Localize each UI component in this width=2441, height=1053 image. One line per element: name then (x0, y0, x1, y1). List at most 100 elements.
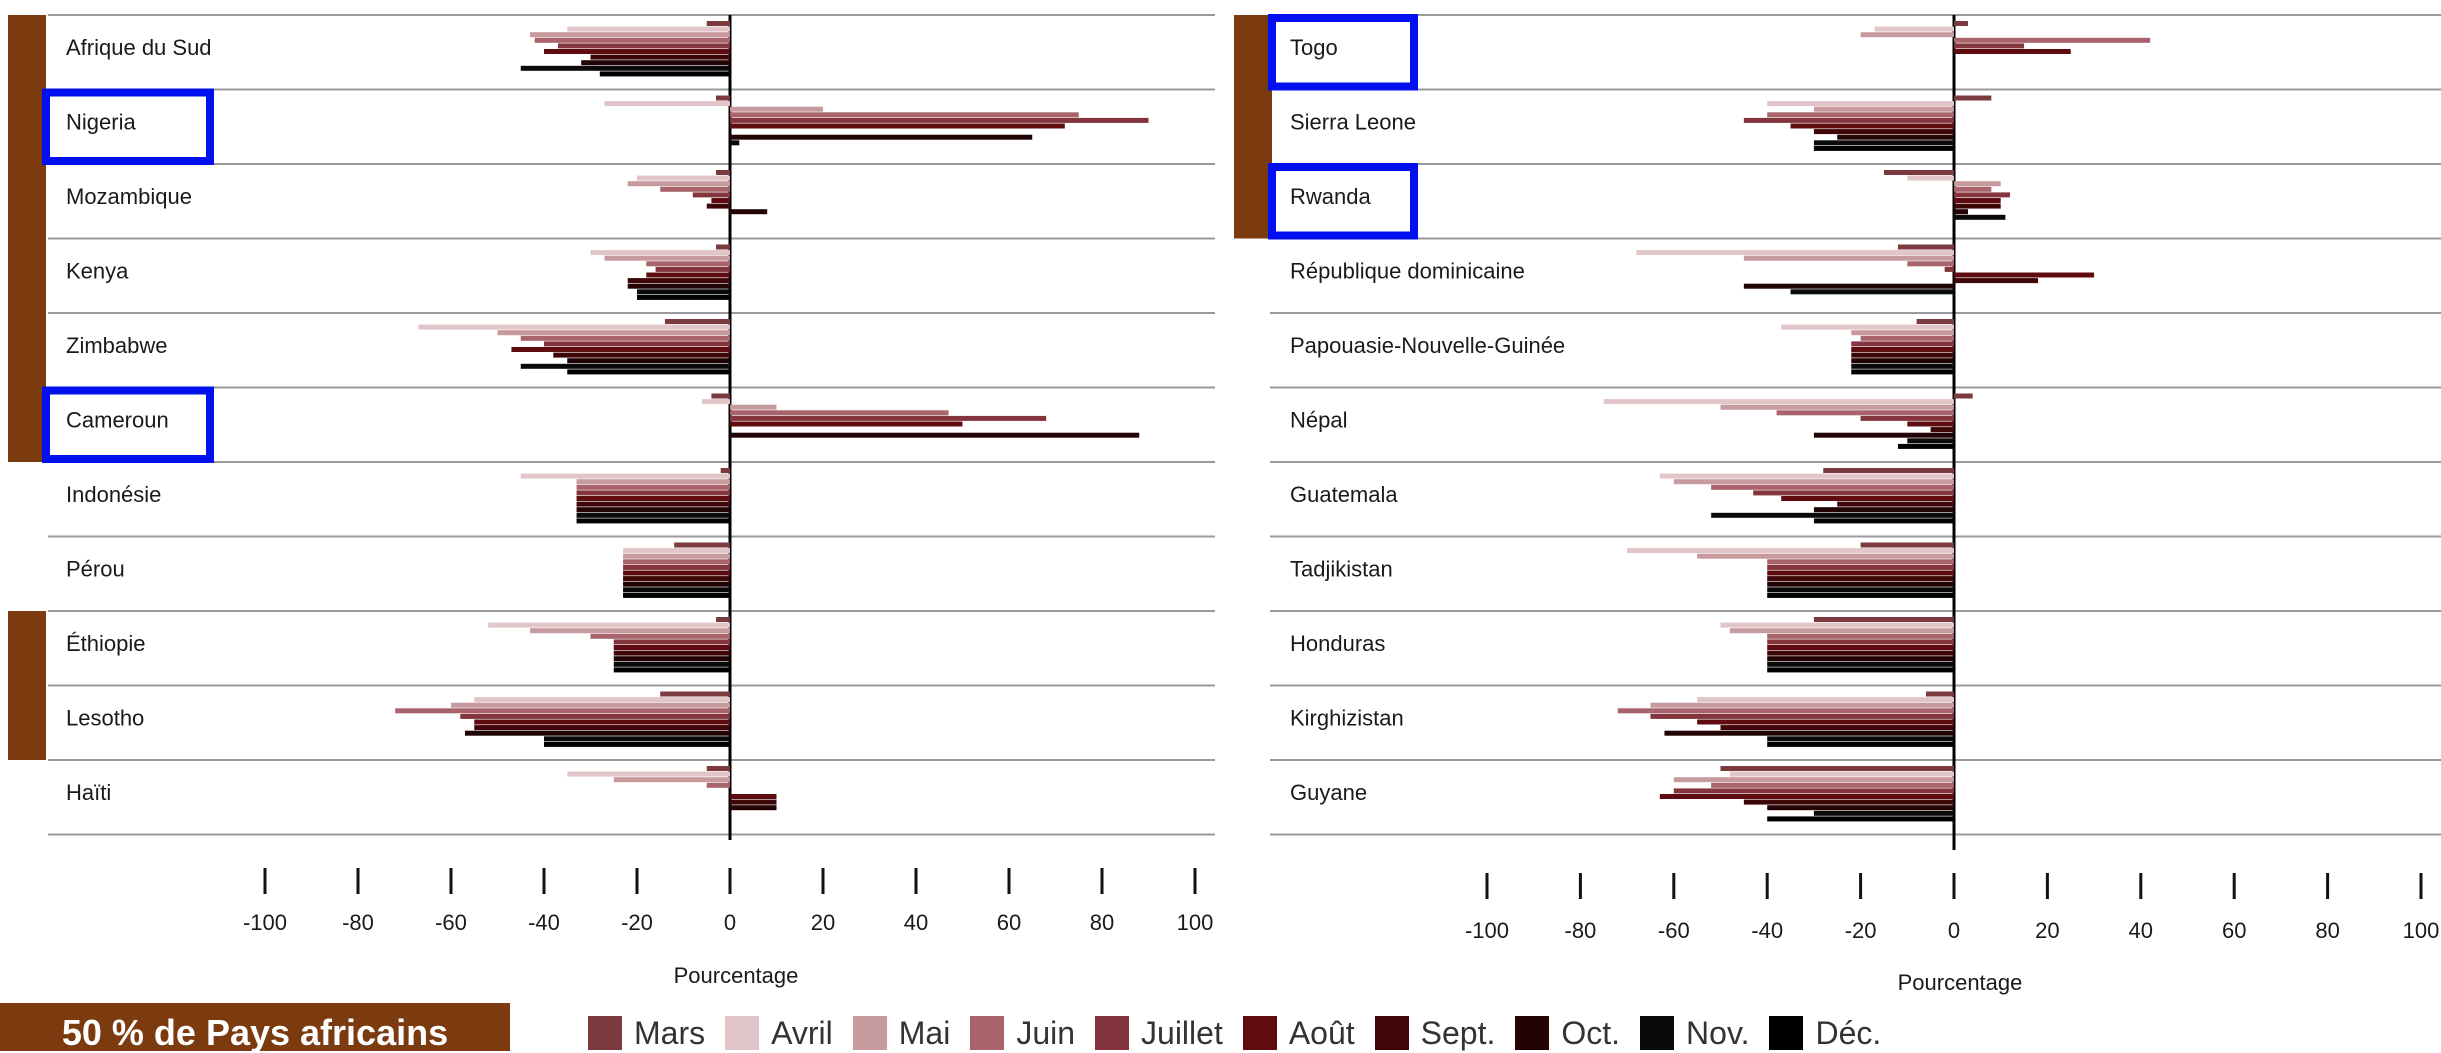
bar-papouasie-nouvelle-guinee-oct- (1851, 358, 1954, 364)
legend-item-aout: Août (1242, 1015, 1355, 1052)
bar-nepal-juin (1776, 410, 1954, 416)
legend-label: Déc. (1815, 1014, 1882, 1051)
bar-indonesie-oct- (576, 507, 730, 513)
bar-honduras-avril (1720, 622, 1954, 628)
bar-nigeria-juillet (730, 117, 1149, 123)
bar-haiti-mai (613, 777, 730, 783)
bar-sierra-leone-juillet (1743, 117, 1954, 123)
bar-mozambique-mai (627, 181, 730, 187)
bar-guyane-mars (1720, 766, 1954, 771)
bar-perou-juillet (623, 564, 730, 570)
legend-swatch (1769, 1016, 1804, 1050)
x-axis-label: Pourcentage (674, 963, 799, 988)
bar-kirghizistan-nov- (1767, 736, 1954, 742)
bar-kenya-oct- (627, 283, 730, 289)
bar-tadjikistan-juin (1767, 559, 1954, 565)
bar-lesotho-sept- (474, 725, 730, 731)
bar-guatemala-avril (1659, 473, 1954, 479)
legend-swatch (588, 1016, 622, 1050)
bar-lesotho-dec- (544, 741, 730, 747)
african-country-marker (8, 611, 46, 760)
country-label-lesotho: Lesotho (66, 706, 144, 731)
bar-honduras-mai (1729, 628, 1954, 634)
bar-rwanda-sept- (1954, 203, 2001, 209)
bar-republique-dominicaine-sept- (1954, 278, 2039, 284)
bar-kirghizistan-sept- (1720, 725, 1954, 731)
legend-swatch (852, 1016, 887, 1050)
bar-papouasie-nouvelle-guinee-juin (1860, 335, 1954, 341)
bar-cameroun-juillet (730, 415, 1047, 421)
bar-kenya-mai (604, 255, 730, 261)
bar-republique-dominicaine-juillet (1944, 266, 1954, 272)
x-tick-label: -80 (342, 910, 374, 935)
bar-nigeria-oct- (730, 134, 1033, 140)
x-tick-label: -40 (528, 910, 560, 935)
bar-guyane-juin (1711, 782, 1954, 788)
bar-tadjikistan-nov- (1767, 587, 1954, 593)
bar-haiti-aout (730, 794, 777, 799)
bar-perou-mars (674, 542, 730, 548)
bar-afrique-du-sud-mai (530, 32, 730, 38)
bar-nepal-mars (1954, 393, 1973, 399)
bar-sierra-leone-avril (1767, 101, 1954, 107)
bar-ethiopie-nov- (613, 661, 730, 667)
bar-kenya-dec- (637, 294, 730, 300)
bar-mozambique-juin (660, 186, 730, 192)
bar-papouasie-nouvelle-guinee-juillet (1851, 341, 1954, 347)
legend-swatch (1515, 1016, 1550, 1050)
bar-zimbabwe-oct- (567, 358, 730, 364)
bar-ethiopie-aout (613, 645, 730, 650)
bar-kenya-juin (646, 261, 730, 267)
bar-sierra-leone-nov- (1813, 140, 1954, 146)
bar-nepal-mai (1720, 404, 1954, 410)
bar-indonesie-juin (576, 484, 730, 490)
bar-perou-juin (623, 559, 730, 565)
highlight-box-rwanda (1268, 163, 1418, 240)
african-country-marker (1234, 15, 1272, 239)
bar-nigeria-juin (730, 112, 1079, 118)
bar-indonesie-sept- (576, 501, 730, 507)
bar-nigeria-avril (604, 101, 730, 107)
bar-indonesie-aout (576, 496, 730, 501)
country-label-perou: Pérou (66, 557, 125, 582)
bar-haiti-oct- (730, 805, 777, 811)
bar-nepal-nov- (1907, 438, 1954, 444)
bar-nepal-oct- (1813, 432, 1954, 438)
bar-cameroun-avril (702, 399, 730, 405)
bar-nepal-aout (1907, 421, 1954, 427)
country-label-rwanda: Rwanda (1290, 184, 1371, 209)
bar-kirghizistan-dec- (1767, 741, 1954, 747)
bar-kenya-nov- (637, 289, 730, 295)
bar-guatemala-nov- (1711, 512, 1954, 518)
bar-zimbabwe-juillet (544, 341, 730, 347)
country-label-togo: Togo (1290, 35, 1338, 60)
bar-sierra-leone-mars (1954, 95, 1992, 101)
country-label-zimbabwe: Zimbabwe (66, 333, 167, 358)
x-tick-label: -20 (1845, 918, 1877, 943)
bar-indonesie-mai (576, 479, 730, 485)
x-tick-label: 40 (904, 910, 928, 935)
bar-guyane-nov- (1813, 810, 1954, 816)
bar-kenya-mars (716, 244, 730, 250)
bar-guatemala-aout (1781, 496, 1954, 501)
bar-zimbabwe-mai (497, 330, 730, 336)
bar-kirghizistan-juillet (1650, 713, 1954, 719)
country-label-guatemala: Guatemala (1290, 482, 1398, 507)
bar-ethiopie-avril (488, 622, 730, 628)
african-country-marker (8, 15, 46, 462)
bar-guyane-mai (1673, 777, 1954, 783)
bar-zimbabwe-sept- (553, 352, 730, 358)
bar-honduras-oct- (1767, 656, 1954, 662)
x-tick-label: 60 (997, 910, 1021, 935)
bar-mozambique-aout (711, 198, 730, 203)
bar-tadjikistan-juillet (1767, 564, 1954, 570)
bar-kirghizistan-mars (1925, 691, 1954, 697)
bar-zimbabwe-aout (511, 347, 730, 352)
bar-perou-mai (623, 553, 730, 559)
country-label-indonesie: Indonésie (66, 482, 161, 507)
bar-lesotho-avril (474, 697, 730, 703)
legend-label: Mai (898, 1014, 951, 1051)
legend-label: Avril (771, 1014, 833, 1051)
bar-ethiopie-mars (716, 617, 730, 622)
bar-papouasie-nouvelle-guinee-mai (1851, 330, 1954, 336)
